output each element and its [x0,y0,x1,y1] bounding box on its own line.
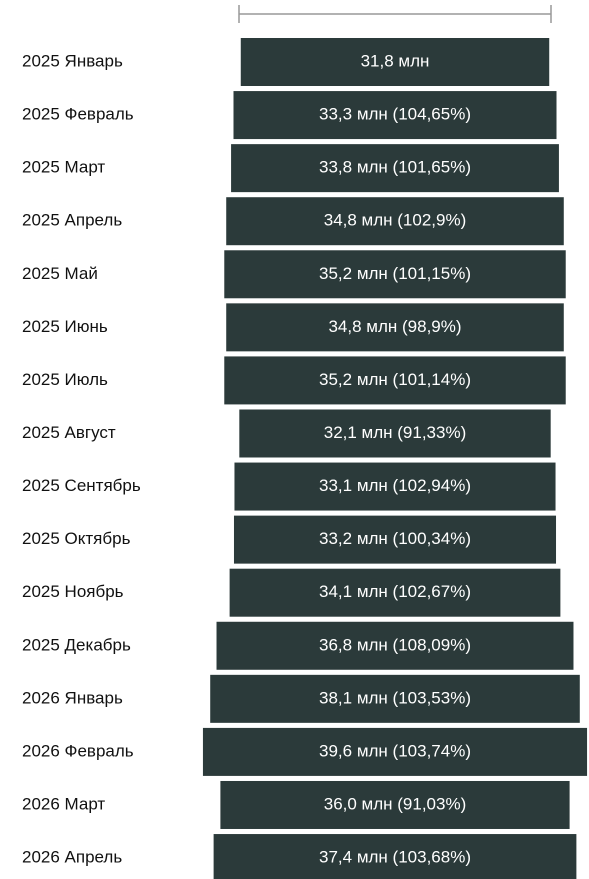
bar [233,515,557,564]
bar [226,197,564,246]
value-label: 33,2 млн (100,34%) [319,529,471,548]
category-label: 2026 Январь [22,688,123,707]
category-label: 2026 Апрель [22,848,122,867]
value-label: 38,1 млн (103,53%) [319,688,471,707]
bar [234,462,556,511]
category-label: 2025 Июль [22,370,108,389]
category-label: 2026 Март [22,794,105,813]
value-label: 34,1 млн (102,67%) [319,582,471,601]
bar [224,250,566,299]
value-label: 32,1 млн (91,33%) [324,423,467,442]
range-indicator [238,5,552,23]
category-label: 2025 Февраль [22,105,134,124]
category-label: 2026 Февраль [22,741,134,760]
bar [240,38,550,86]
bar [239,409,551,458]
bar [233,91,557,140]
category-label: 2025 Январь [22,51,123,70]
bar [210,674,580,723]
value-label: 35,2 млн (101,15%) [319,264,471,283]
value-label: 33,1 млн (102,94%) [319,476,471,495]
category-label: 2025 Октябрь [22,529,131,548]
category-label: 2025 Август [22,423,116,442]
value-label: 34,8 млн (102,9%) [324,211,467,230]
bar [229,568,561,617]
category-label: 2025 Сентябрь [22,476,141,495]
value-label: 33,8 млн (101,65%) [319,158,471,177]
bar [213,834,577,879]
category-label: 2025 Ноябрь [22,582,124,601]
bar [226,303,564,352]
bar [202,727,588,776]
bar [220,780,570,829]
value-label: 37,4 млн (103,68%) [319,848,471,867]
value-label: 35,2 млн (101,14%) [319,370,471,389]
value-label: 31,8 млн [361,51,430,70]
category-label: 2025 Март [22,158,105,177]
value-label: 36,0 млн (91,03%) [324,794,467,813]
value-label: 33,3 млн (104,65%) [319,105,471,124]
category-label: 2025 Декабрь [22,635,131,654]
value-label: 36,8 млн (108,09%) [319,635,471,654]
bar [231,144,559,193]
category-label: 2025 Май [22,264,98,283]
bar [224,356,566,405]
bar [216,621,574,670]
value-label: 34,8 млн (98,9%) [328,317,461,336]
category-label: 2025 Июнь [22,317,108,336]
category-label: 2025 Апрель [22,211,122,230]
value-label: 39,6 млн (103,74%) [319,741,471,760]
